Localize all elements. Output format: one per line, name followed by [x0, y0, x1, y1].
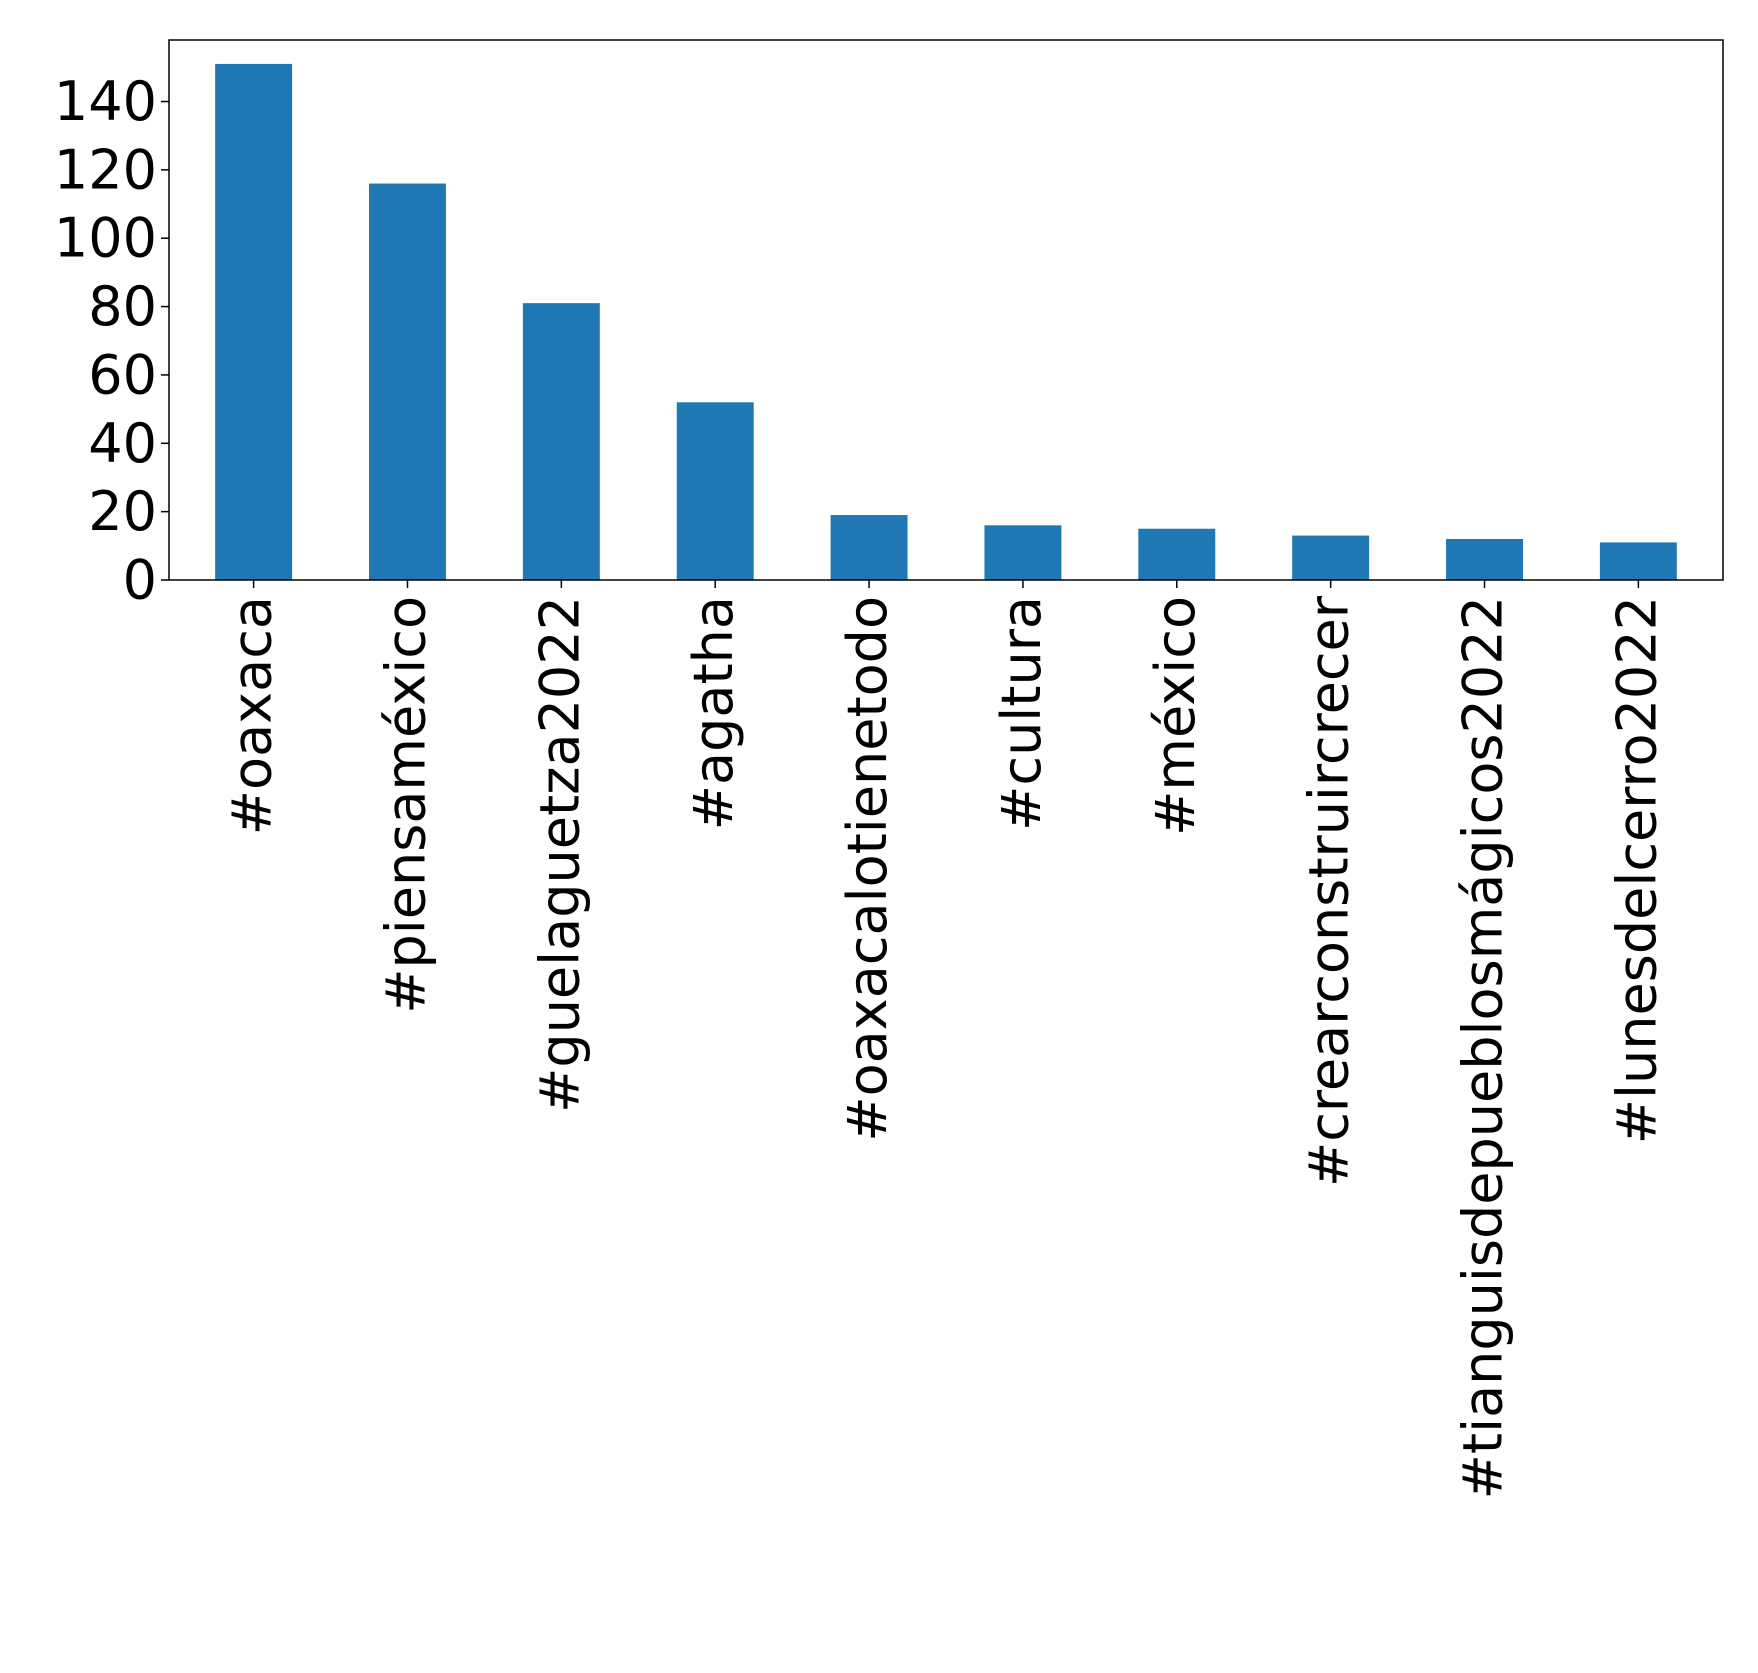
y-tick-label-4: 80 — [88, 275, 157, 338]
y-tick-label-6: 120 — [54, 138, 157, 201]
bar-2 — [522, 303, 600, 580]
bar-9 — [1599, 542, 1677, 580]
bar-1 — [369, 183, 446, 580]
y-tick-label-7: 140 — [54, 70, 157, 133]
x-tick-label-2: #guelaguetza2022 — [528, 596, 591, 1113]
x-tick-label-7: #crearconstruircrecer — [1298, 595, 1361, 1187]
x-tick-label-8: #tianguisdepueblosmágicos2022 — [1452, 596, 1515, 1499]
x-tick-label-1: #piensaméxico — [374, 596, 437, 1014]
x-tick-label-5: #cultura — [990, 596, 1053, 831]
y-tick-label-3: 60 — [88, 343, 157, 406]
x-tick-label-0: #oaxaca — [221, 596, 284, 835]
bars-group — [215, 63, 1677, 580]
x-tick-label-9: #lunesdelcerro2022 — [1605, 596, 1668, 1144]
x-axis: #oaxaca #piensaméxico #guelaguetza2022 #aga… — [221, 580, 1668, 1499]
x-tick-label-6: #méxico — [1144, 596, 1207, 836]
bar-0 — [215, 63, 293, 580]
y-tick-label-0: 0 — [123, 549, 157, 612]
x-tick-label-4: #oaxacalotienetodo — [836, 596, 899, 1142]
bar-7 — [1292, 535, 1370, 580]
bar-4 — [830, 515, 908, 580]
y-tick-label-2: 40 — [88, 412, 157, 475]
bar-3 — [676, 402, 754, 580]
x-tick-label-3: #agatha — [682, 596, 745, 830]
y-tick-label-5: 100 — [54, 207, 157, 270]
bar-8 — [1446, 538, 1523, 580]
bar-5 — [984, 525, 1062, 580]
y-tick-label-1: 20 — [88, 480, 157, 543]
bar-6 — [1138, 528, 1216, 580]
plot-frame — [168, 39, 1724, 581]
